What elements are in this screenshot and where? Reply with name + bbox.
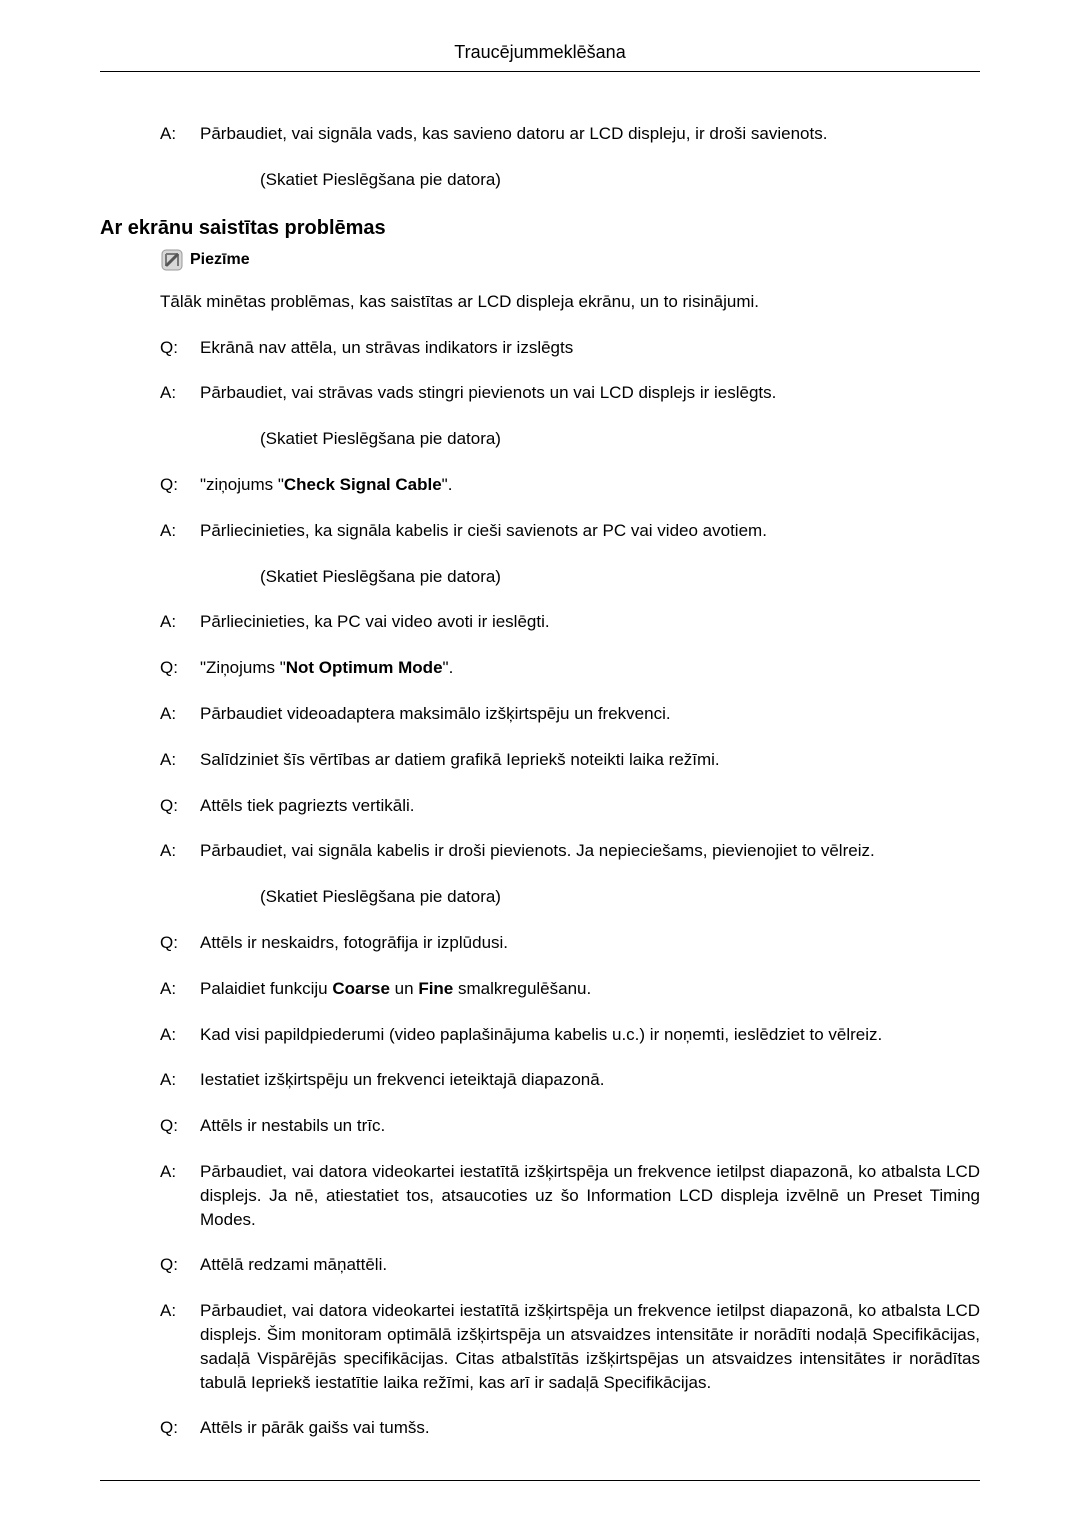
qa-sub: (Skatiet Pieslēgšana pie datora) bbox=[260, 565, 980, 589]
qa-text: Pārbaudiet videoadaptera maksimālo izšķi… bbox=[200, 702, 980, 726]
qa-label: A: bbox=[160, 519, 200, 543]
qa-row: Q:Attēls ir nestabils un trīc. bbox=[160, 1114, 980, 1138]
qa-label: Q: bbox=[160, 656, 200, 680]
qa-label: Q: bbox=[160, 1253, 200, 1277]
qa-label: A: bbox=[160, 748, 200, 772]
qa-label: A: bbox=[160, 1068, 200, 1092]
bold-text: Coarse bbox=[332, 979, 390, 998]
note-icon bbox=[160, 248, 184, 272]
qa-row: Q:Attēls ir neskaidrs, fotogrāfija ir iz… bbox=[160, 931, 980, 955]
qa-text: Attēls ir pārāk gaišs vai tumšs. bbox=[200, 1416, 980, 1440]
qa-label: Q: bbox=[160, 336, 200, 360]
qa-text: Pārliecinieties, ka PC vai video avoti i… bbox=[200, 610, 980, 634]
qa-row: A:Pārbaudiet, vai datora videokartei ies… bbox=[160, 1160, 980, 1231]
qa-row: Q:Attēlā redzami māņattēli. bbox=[160, 1253, 980, 1277]
qa-label: A: bbox=[160, 122, 200, 146]
qa-row: Q:"ziņojums "Check Signal Cable". bbox=[160, 473, 980, 497]
qa-row: Q:Ekrānā nav attēla, un strāvas indikato… bbox=[160, 336, 980, 360]
qa-label: A: bbox=[160, 1023, 200, 1047]
qa-row: A: Pārbaudiet, vai signāla vads, kas sav… bbox=[160, 122, 980, 146]
qa-label: Q: bbox=[160, 931, 200, 955]
qa-row: A:Pārbaudiet, vai strāvas vads stingri p… bbox=[160, 381, 980, 405]
qa-text: Attēls tiek pagriezts vertikāli. bbox=[200, 794, 980, 818]
qa-row: A:Kad visi papildpiederumi (video paplaš… bbox=[160, 1023, 980, 1047]
qa-list: Q:Ekrānā nav attēla, un strāvas indikato… bbox=[160, 336, 980, 1441]
qa-label: A: bbox=[160, 381, 200, 405]
qa-sub: (Skatiet Pieslēgšana pie datora) bbox=[260, 885, 980, 909]
qa-text: Pārbaudiet, vai datora videokartei iesta… bbox=[200, 1299, 980, 1394]
bold-text: Fine bbox=[418, 979, 453, 998]
qa-label: A: bbox=[160, 1299, 200, 1394]
qa-text: "Ziņojums "Not Optimum Mode". bbox=[200, 656, 980, 680]
qa-text: Iestatiet izšķirtspēju un frekvenci iete… bbox=[200, 1068, 980, 1092]
qa-row: A:Pārbaudiet videoadaptera maksimālo izš… bbox=[160, 702, 980, 726]
qa-text: Attēls ir neskaidrs, fotogrāfija ir izpl… bbox=[200, 931, 980, 955]
qa-label: A: bbox=[160, 702, 200, 726]
qa-text: Pārbaudiet, vai strāvas vads stingri pie… bbox=[200, 381, 980, 405]
footer-line bbox=[100, 1480, 980, 1481]
qa-label: Q: bbox=[160, 473, 200, 497]
qa-text: Attēls ir nestabils un trīc. bbox=[200, 1114, 980, 1138]
qa-row: A:Palaidiet funkciju Coarse un Fine smal… bbox=[160, 977, 980, 1001]
page-header: Traucējummeklēšana bbox=[100, 40, 980, 72]
note-row: Piezīme bbox=[160, 248, 980, 272]
qa-text: Kad visi papildpiederumi (video paplašin… bbox=[200, 1023, 980, 1047]
qa-text: "ziņojums "Check Signal Cable". bbox=[200, 473, 980, 497]
qa-row: Q:Attēls tiek pagriezts vertikāli. bbox=[160, 794, 980, 818]
qa-text: Attēlā redzami māņattēli. bbox=[200, 1253, 980, 1277]
note-label: Piezīme bbox=[190, 249, 250, 271]
qa-text: Salīdziniet šīs vērtības ar datiem grafi… bbox=[200, 748, 980, 772]
qa-label: Q: bbox=[160, 794, 200, 818]
qa-sub: (Skatiet Pieslēgšana pie datora) bbox=[260, 168, 980, 192]
qa-text: Pārliecinieties, ka signāla kabelis ir c… bbox=[200, 519, 980, 543]
qa-text: Pārbaudiet, vai signāla vads, kas savien… bbox=[200, 122, 980, 146]
qa-label: Q: bbox=[160, 1416, 200, 1440]
qa-label: A: bbox=[160, 977, 200, 1001]
qa-text: Ekrānā nav attēla, un strāvas indikators… bbox=[200, 336, 980, 360]
section-heading: Ar ekrānu saistītas problēmas bbox=[100, 214, 980, 242]
qa-label: A: bbox=[160, 610, 200, 634]
qa-text: Palaidiet funkciju Coarse un Fine smalkr… bbox=[200, 977, 980, 1001]
qa-row: A:Pārbaudiet, vai signāla kabelis ir dro… bbox=[160, 839, 980, 863]
qa-row: A:Pārliecinieties, ka signāla kabelis ir… bbox=[160, 519, 980, 543]
qa-label: A: bbox=[160, 839, 200, 863]
qa-row: A:Pārbaudiet, vai datora videokartei ies… bbox=[160, 1299, 980, 1394]
qa-label: A: bbox=[160, 1160, 200, 1231]
qa-row: A:Salīdziniet šīs vērtības ar datiem gra… bbox=[160, 748, 980, 772]
bold-text: Not Optimum Mode bbox=[286, 658, 443, 677]
qa-row: Q:"Ziņojums "Not Optimum Mode". bbox=[160, 656, 980, 680]
intro-text: Tālāk minētas problēmas, kas saistītas a… bbox=[160, 290, 980, 314]
qa-label: Q: bbox=[160, 1114, 200, 1138]
qa-text: Pārbaudiet, vai signāla kabelis ir droši… bbox=[200, 839, 980, 863]
bold-text: Check Signal Cable bbox=[284, 475, 442, 494]
qa-row: Q:Attēls ir pārāk gaišs vai tumšs. bbox=[160, 1416, 980, 1440]
qa-sub: (Skatiet Pieslēgšana pie datora) bbox=[260, 427, 980, 451]
qa-row: A:Pārliecinieties, ka PC vai video avoti… bbox=[160, 610, 980, 634]
qa-row: A:Iestatiet izšķirtspēju un frekvenci ie… bbox=[160, 1068, 980, 1092]
top-qa-block: A: Pārbaudiet, vai signāla vads, kas sav… bbox=[160, 122, 980, 192]
qa-text: Pārbaudiet, vai datora videokartei iesta… bbox=[200, 1160, 980, 1231]
